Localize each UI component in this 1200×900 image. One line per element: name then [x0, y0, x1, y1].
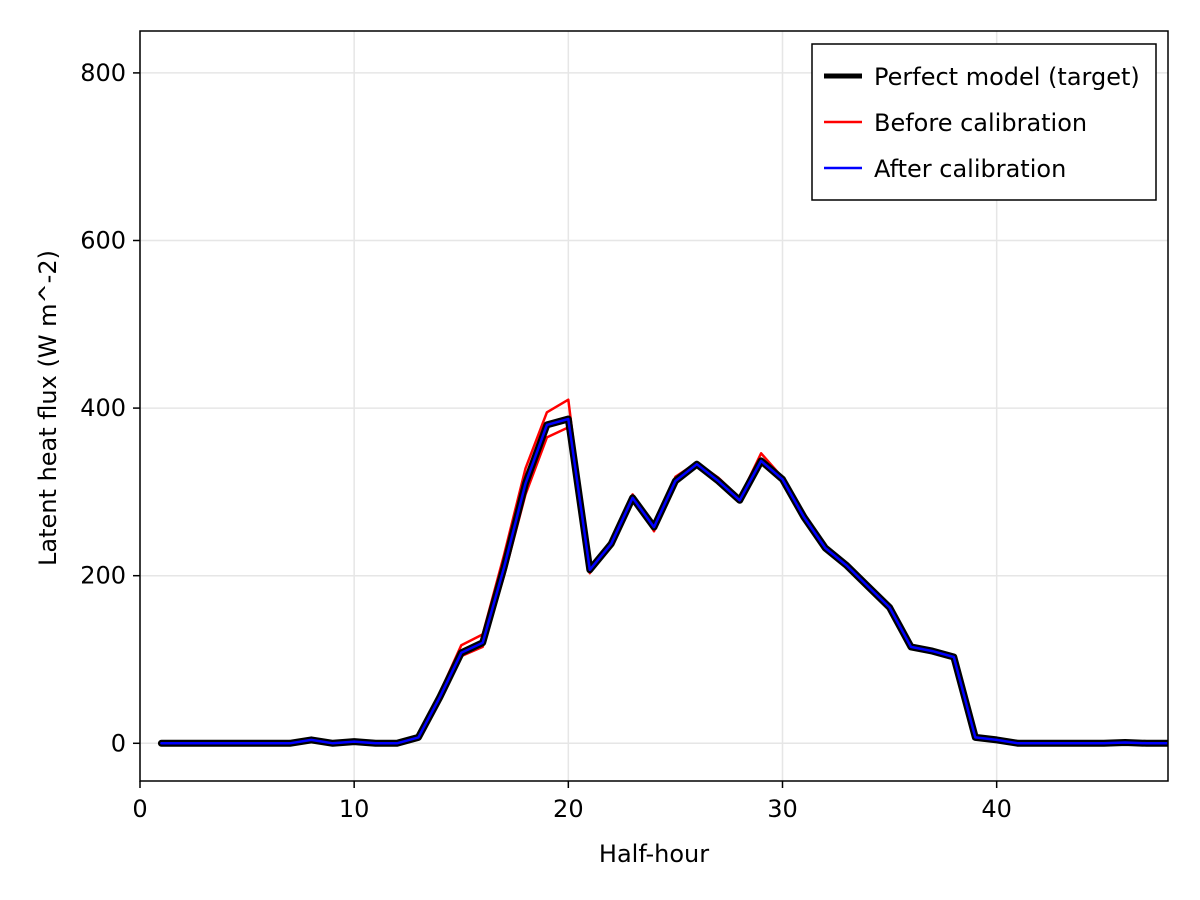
legend-label: After calibration: [874, 155, 1066, 183]
x-tick-label: 10: [339, 795, 370, 823]
y-tick-label: 800: [80, 59, 126, 87]
x-tick-label: 40: [981, 795, 1012, 823]
x-tick-label: 0: [132, 795, 147, 823]
x-axis-ticks: 0 10 20 30 40: [132, 781, 1012, 823]
legend: Perfect model (target) Before calibration…: [811, 43, 1157, 201]
y-tick-label: 400: [80, 394, 126, 422]
y-axis-ticks: 0 200 400 600 800: [80, 59, 140, 757]
y-tick-label: 200: [80, 562, 126, 590]
y-tick-label: 0: [111, 729, 126, 757]
plot-area: [157, 398, 1168, 747]
x-axis-label: Half-hour: [599, 840, 709, 868]
series-layer: [157, 398, 1168, 747]
x-tick-label: 30: [767, 795, 798, 823]
series-line-after-calibration: [160, 417, 1168, 745]
y-axis-label: Latent heat flux (W m^-2): [34, 250, 62, 566]
plot-frame: [139, 30, 1169, 782]
legend-label: Perfect model (target): [874, 63, 1140, 91]
legend-label: Before calibration: [874, 109, 1087, 137]
legend-box: [811, 43, 1157, 201]
y-tick-label: 600: [80, 226, 126, 254]
x-tick-label: 20: [553, 795, 584, 823]
